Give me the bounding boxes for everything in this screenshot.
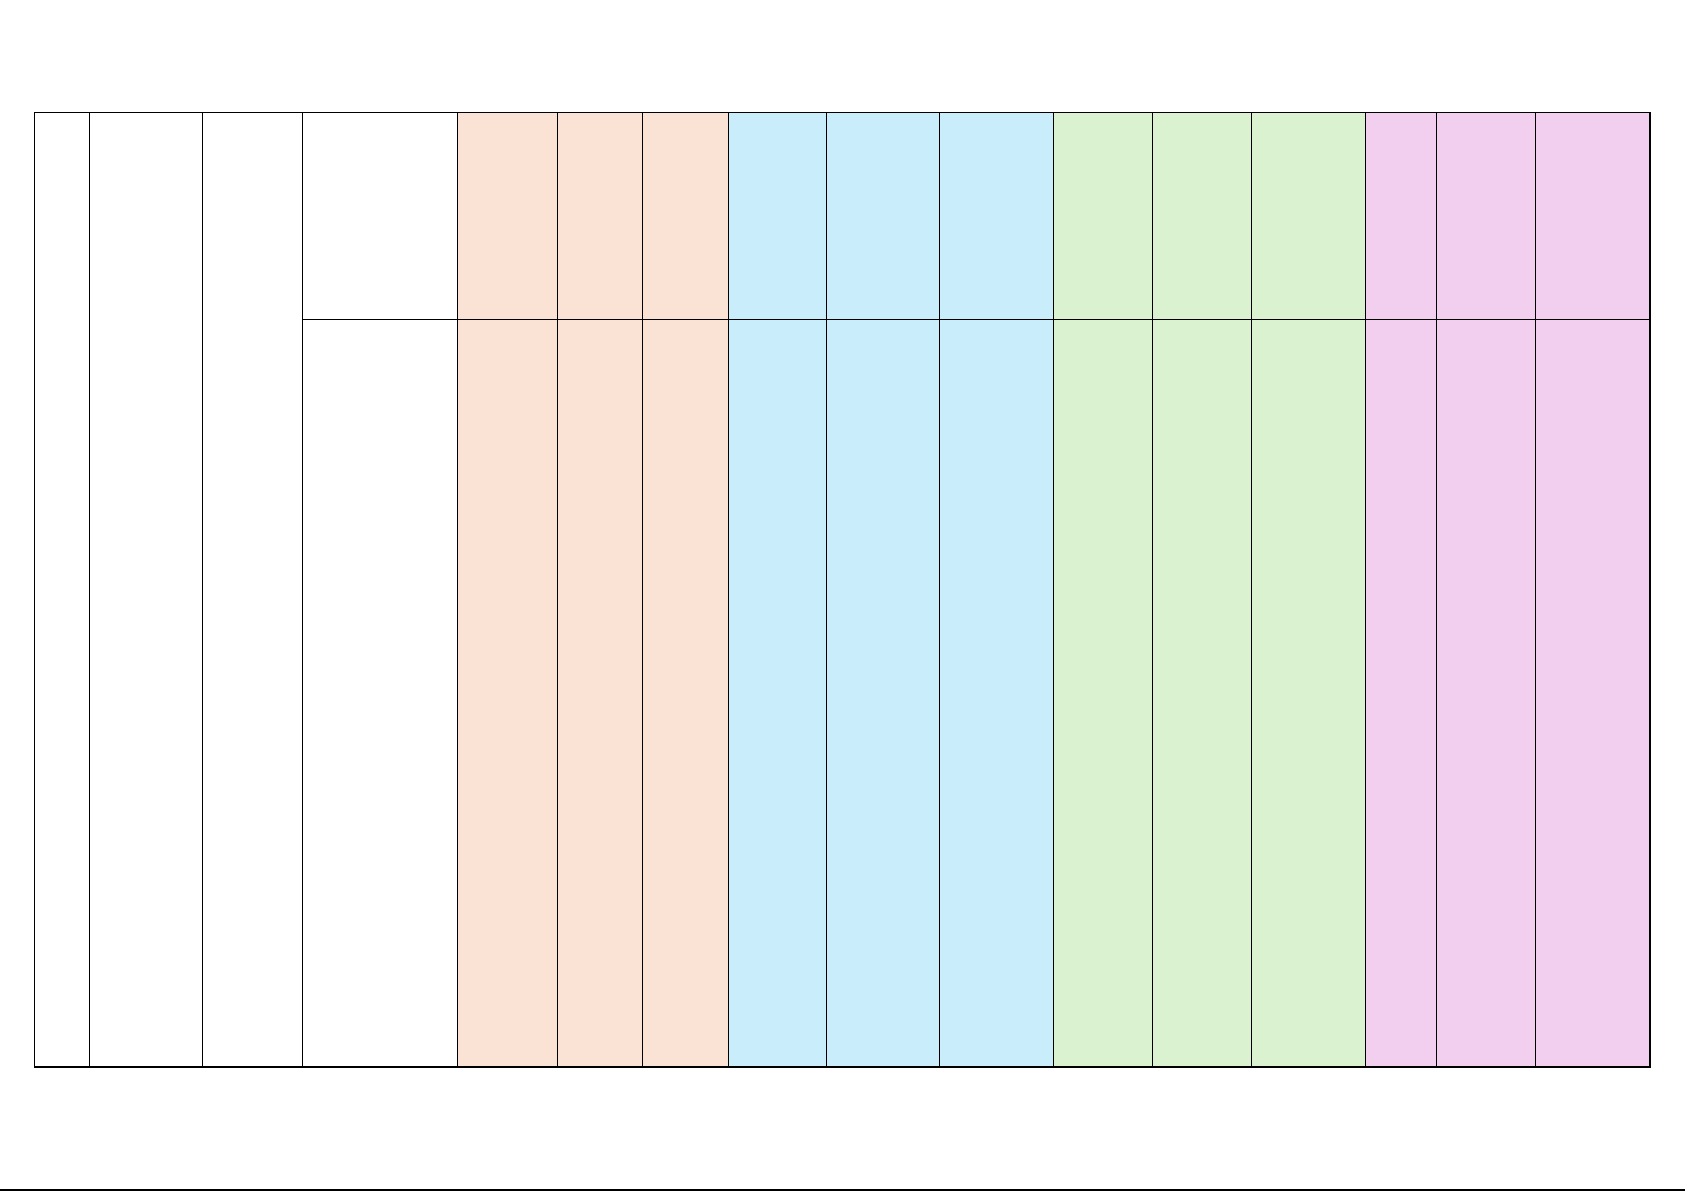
table-cell[interactable] bbox=[302, 319, 458, 1067]
table-cell[interactable] bbox=[1535, 319, 1650, 1067]
table-cell[interactable] bbox=[557, 112, 643, 320]
table-cell[interactable] bbox=[557, 319, 643, 1067]
table-cell[interactable] bbox=[1436, 319, 1536, 1067]
table-cell[interactable] bbox=[826, 319, 940, 1067]
table-cell[interactable] bbox=[728, 319, 827, 1067]
table-cell[interactable] bbox=[728, 112, 827, 320]
table-cell[interactable] bbox=[826, 112, 940, 320]
table-cell[interactable] bbox=[34, 112, 90, 1067]
page-bottom-divider bbox=[0, 1189, 1685, 1191]
table-cell[interactable] bbox=[302, 112, 458, 320]
table-cell[interactable] bbox=[1436, 112, 1536, 320]
table-cell[interactable] bbox=[642, 319, 729, 1067]
table-cell[interactable] bbox=[1053, 319, 1153, 1067]
table-cell[interactable] bbox=[89, 112, 203, 1067]
table-cell[interactable] bbox=[1251, 319, 1366, 1067]
table-cell[interactable] bbox=[939, 112, 1054, 320]
table-cell[interactable] bbox=[939, 319, 1054, 1067]
table-cell[interactable] bbox=[1365, 319, 1437, 1067]
table-cell[interactable] bbox=[1152, 319, 1252, 1067]
table-cell[interactable] bbox=[642, 112, 729, 320]
table-cell[interactable] bbox=[202, 112, 303, 1067]
table-cell[interactable] bbox=[1152, 112, 1252, 320]
table-cell[interactable] bbox=[457, 112, 558, 320]
table-cell[interactable] bbox=[1365, 112, 1437, 320]
table-cell[interactable] bbox=[457, 319, 558, 1067]
table-cell[interactable] bbox=[1053, 112, 1153, 320]
table-cell[interactable] bbox=[1251, 112, 1366, 320]
table-cell[interactable] bbox=[1535, 112, 1650, 320]
